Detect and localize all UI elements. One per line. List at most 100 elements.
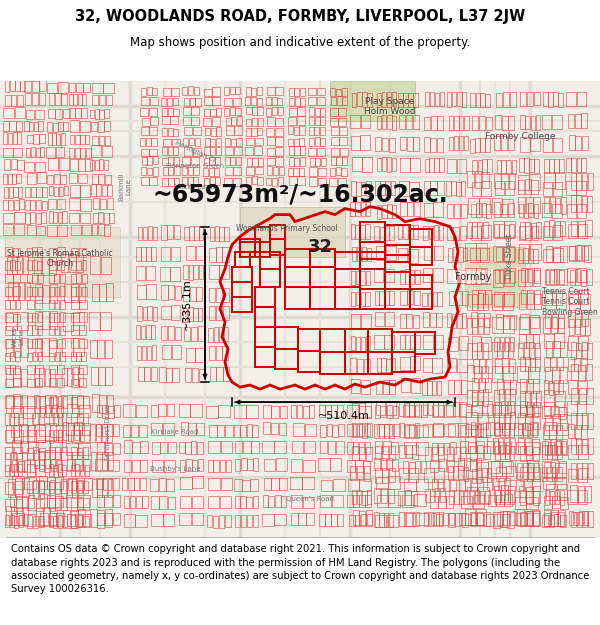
Bar xyxy=(382,205,386,219)
Bar xyxy=(424,203,433,217)
Bar xyxy=(197,326,204,341)
Bar xyxy=(463,248,467,261)
Bar xyxy=(139,425,146,437)
Bar xyxy=(230,87,235,94)
Bar xyxy=(64,186,68,196)
Bar xyxy=(577,244,584,261)
Bar xyxy=(472,290,478,304)
Bar xyxy=(40,513,48,526)
Bar xyxy=(124,404,135,417)
Bar xyxy=(82,422,89,435)
Bar xyxy=(583,511,587,528)
Bar xyxy=(242,479,250,491)
Bar xyxy=(566,92,576,106)
Bar xyxy=(10,515,14,528)
Bar xyxy=(151,325,155,339)
Bar xyxy=(190,404,202,417)
Bar xyxy=(560,221,565,236)
Bar xyxy=(466,424,471,436)
Bar xyxy=(508,511,514,528)
Bar xyxy=(479,379,485,392)
Bar xyxy=(389,446,395,459)
Bar xyxy=(196,98,200,106)
Bar xyxy=(569,136,575,150)
Bar xyxy=(430,138,436,152)
Bar xyxy=(254,167,263,174)
Bar xyxy=(360,226,365,239)
Bar xyxy=(167,225,173,239)
Bar xyxy=(138,227,142,241)
Bar xyxy=(361,514,366,526)
Bar xyxy=(217,368,223,381)
Bar xyxy=(57,248,65,257)
Bar xyxy=(320,116,325,125)
Bar xyxy=(386,359,391,372)
Bar xyxy=(168,147,173,155)
Bar xyxy=(534,294,541,309)
Bar xyxy=(18,188,22,198)
Bar xyxy=(11,452,16,471)
Bar xyxy=(406,444,412,458)
Bar xyxy=(518,249,523,263)
Bar xyxy=(105,340,112,358)
Bar xyxy=(357,466,363,481)
Bar xyxy=(576,342,581,358)
Bar xyxy=(140,441,148,453)
Bar xyxy=(560,367,566,383)
Bar xyxy=(186,459,192,471)
Bar xyxy=(551,314,558,328)
Bar xyxy=(85,134,89,144)
Bar xyxy=(574,357,580,371)
Bar xyxy=(5,81,10,92)
Bar xyxy=(77,396,83,408)
Polygon shape xyxy=(5,227,120,297)
Bar xyxy=(49,498,55,511)
Bar xyxy=(520,293,526,309)
Bar xyxy=(331,137,338,145)
Bar xyxy=(142,496,148,508)
Bar xyxy=(307,513,314,525)
Bar xyxy=(340,148,347,156)
Bar xyxy=(79,378,86,387)
Bar xyxy=(83,447,88,459)
Bar xyxy=(140,478,146,490)
Bar xyxy=(533,447,539,461)
Bar xyxy=(24,460,29,472)
Bar xyxy=(35,109,44,119)
Bar xyxy=(161,225,167,239)
Bar xyxy=(5,299,10,309)
Bar xyxy=(30,212,35,223)
Bar xyxy=(415,406,421,418)
Bar xyxy=(91,224,97,235)
Bar xyxy=(431,513,436,525)
Bar xyxy=(586,364,592,381)
Bar xyxy=(568,312,575,326)
Bar xyxy=(484,318,488,334)
Bar xyxy=(205,146,209,155)
Bar xyxy=(241,426,246,438)
Bar xyxy=(5,431,14,442)
Bar xyxy=(210,147,215,154)
Bar xyxy=(198,459,203,471)
Bar xyxy=(161,108,167,116)
Bar xyxy=(586,220,592,236)
Bar xyxy=(409,424,414,438)
Bar xyxy=(36,499,44,511)
Bar xyxy=(361,181,365,195)
Bar xyxy=(24,162,34,172)
Bar xyxy=(179,404,190,416)
Bar xyxy=(438,402,443,416)
Bar xyxy=(531,391,536,406)
Bar xyxy=(61,452,71,470)
Bar xyxy=(69,148,74,158)
Bar xyxy=(14,396,22,408)
Bar xyxy=(308,97,316,105)
Bar xyxy=(14,481,23,494)
Bar xyxy=(137,306,142,321)
Bar xyxy=(5,287,13,296)
Bar xyxy=(447,269,457,283)
Bar xyxy=(352,422,356,437)
Bar xyxy=(349,514,355,526)
Bar xyxy=(342,97,347,105)
Bar xyxy=(376,246,385,260)
